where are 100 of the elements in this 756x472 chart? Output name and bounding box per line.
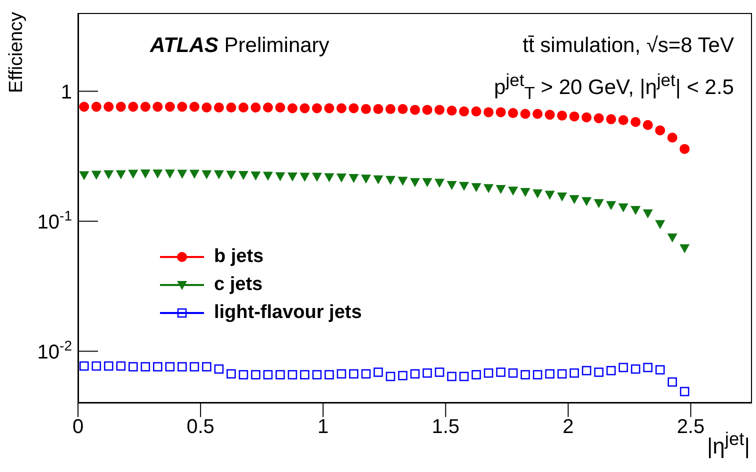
- point: [202, 102, 212, 113]
- point: [361, 369, 371, 379]
- annotation: tt̄ simulation, √s=8 TeV: [522, 34, 734, 58]
- point: [177, 102, 188, 112]
- point: [300, 370, 310, 380]
- point: [92, 361, 102, 371]
- point: [459, 182, 470, 191]
- point: [520, 108, 530, 119]
- point: [446, 181, 457, 190]
- point: [398, 104, 408, 114]
- point: [104, 102, 114, 112]
- x-tick-label: 2: [562, 416, 574, 438]
- point: [250, 102, 261, 113]
- point: [214, 170, 224, 180]
- point: [667, 234, 678, 243]
- point: [484, 107, 494, 118]
- y-tick-label: 10$^{-2}$: [37, 337, 72, 364]
- point: [545, 369, 554, 379]
- legend-label: b jets: [214, 246, 264, 268]
- point: [385, 176, 396, 185]
- point: [544, 190, 555, 200]
- point: [214, 364, 224, 374]
- point: [434, 104, 445, 115]
- point: [276, 370, 285, 380]
- point: [496, 185, 506, 194]
- point: [630, 206, 641, 216]
- point: [447, 372, 456, 382]
- point: [140, 102, 150, 112]
- point: [262, 102, 273, 113]
- point: [398, 370, 408, 380]
- point: [164, 170, 175, 179]
- point: [582, 197, 592, 206]
- point: [655, 220, 666, 230]
- point: [226, 369, 236, 379]
- point: [569, 111, 580, 122]
- point: [385, 104, 396, 114]
- point: [153, 362, 162, 372]
- x-tick-label: 0: [72, 416, 84, 438]
- point: [349, 369, 358, 379]
- point: [373, 175, 384, 184]
- point: [140, 362, 150, 372]
- point: [287, 172, 298, 182]
- point: [360, 104, 371, 114]
- legend-label: c jets: [214, 274, 263, 296]
- point: [116, 170, 126, 180]
- point: [520, 370, 530, 380]
- point: [618, 115, 628, 126]
- point: [348, 174, 359, 184]
- point: [226, 170, 236, 180]
- point: [374, 368, 383, 377]
- point: [263, 370, 273, 380]
- y-axis-title: Efficiency: [6, 12, 28, 93]
- point: [238, 170, 248, 180]
- point: [508, 368, 518, 378]
- point: [226, 102, 236, 113]
- point: [569, 195, 580, 204]
- point: [91, 102, 102, 112]
- point: [606, 201, 616, 210]
- point: [471, 183, 482, 192]
- point: [177, 170, 188, 179]
- point: [336, 174, 346, 183]
- point: [128, 362, 138, 372]
- point: [275, 172, 286, 182]
- point: [116, 102, 126, 112]
- x-axis-title: |η$^{jet}$|: [706, 428, 750, 460]
- point: [104, 361, 114, 371]
- point: [104, 170, 114, 180]
- point: [655, 365, 665, 374]
- point: [570, 368, 579, 378]
- point: [386, 372, 396, 382]
- point: [557, 110, 568, 121]
- point: [91, 170, 102, 180]
- point: [202, 362, 212, 372]
- point: [484, 368, 494, 378]
- point: [360, 174, 371, 184]
- point: [532, 108, 543, 119]
- point: [262, 172, 273, 181]
- point: [398, 176, 408, 186]
- point: [557, 369, 567, 379]
- point: [336, 369, 346, 379]
- point: [606, 366, 616, 376]
- point: [544, 110, 555, 120]
- point: [618, 362, 628, 372]
- point: [508, 108, 518, 118]
- point: [250, 171, 261, 180]
- point: [532, 189, 543, 198]
- x-tick-label: 0.5: [186, 416, 214, 438]
- point: [594, 199, 604, 208]
- point: [471, 106, 482, 116]
- point: [496, 368, 506, 377]
- point: [606, 114, 616, 124]
- point: [152, 170, 163, 179]
- point: [79, 171, 90, 180]
- point: [642, 209, 653, 218]
- point: [459, 372, 469, 382]
- point: [668, 377, 677, 387]
- point: [288, 370, 298, 380]
- point: [300, 172, 310, 182]
- point: [655, 125, 666, 136]
- point: [190, 362, 200, 372]
